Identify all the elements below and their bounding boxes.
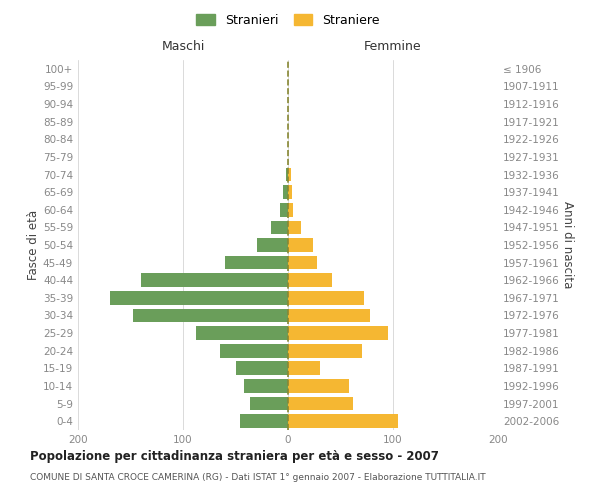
Bar xyxy=(288,308,370,322)
Bar xyxy=(288,326,388,340)
Bar xyxy=(288,220,301,234)
Bar xyxy=(288,168,291,181)
Bar xyxy=(109,291,288,304)
Bar xyxy=(288,256,317,270)
Bar xyxy=(141,274,288,287)
Bar xyxy=(288,186,292,199)
Bar xyxy=(235,362,288,375)
Bar xyxy=(220,344,288,358)
Bar xyxy=(288,379,349,393)
Bar xyxy=(280,203,288,216)
Bar xyxy=(288,396,353,410)
Text: Popolazione per cittadinanza straniera per età e sesso - 2007: Popolazione per cittadinanza straniera p… xyxy=(30,450,439,463)
Bar xyxy=(288,274,332,287)
Text: Femmine: Femmine xyxy=(364,40,422,52)
Legend: Stranieri, Straniere: Stranieri, Straniere xyxy=(191,8,385,32)
Bar xyxy=(257,238,288,252)
Bar xyxy=(283,186,288,199)
Text: COMUNE DI SANTA CROCE CAMERINA (RG) - Dati ISTAT 1° gennaio 2007 - Elaborazione : COMUNE DI SANTA CROCE CAMERINA (RG) - Da… xyxy=(30,472,485,482)
Bar xyxy=(244,379,288,393)
Bar xyxy=(133,308,288,322)
Bar xyxy=(288,203,293,216)
Bar xyxy=(196,326,288,340)
Y-axis label: Fasce di età: Fasce di età xyxy=(27,210,40,280)
Y-axis label: Anni di nascita: Anni di nascita xyxy=(560,202,574,288)
Bar xyxy=(288,362,320,375)
Bar xyxy=(288,291,364,304)
Bar xyxy=(240,414,288,428)
Bar xyxy=(225,256,288,270)
Bar xyxy=(288,238,313,252)
Bar xyxy=(288,344,361,358)
Text: Maschi: Maschi xyxy=(161,40,205,52)
Bar xyxy=(271,220,288,234)
Bar xyxy=(288,414,398,428)
Bar xyxy=(250,396,288,410)
Bar xyxy=(286,168,288,181)
